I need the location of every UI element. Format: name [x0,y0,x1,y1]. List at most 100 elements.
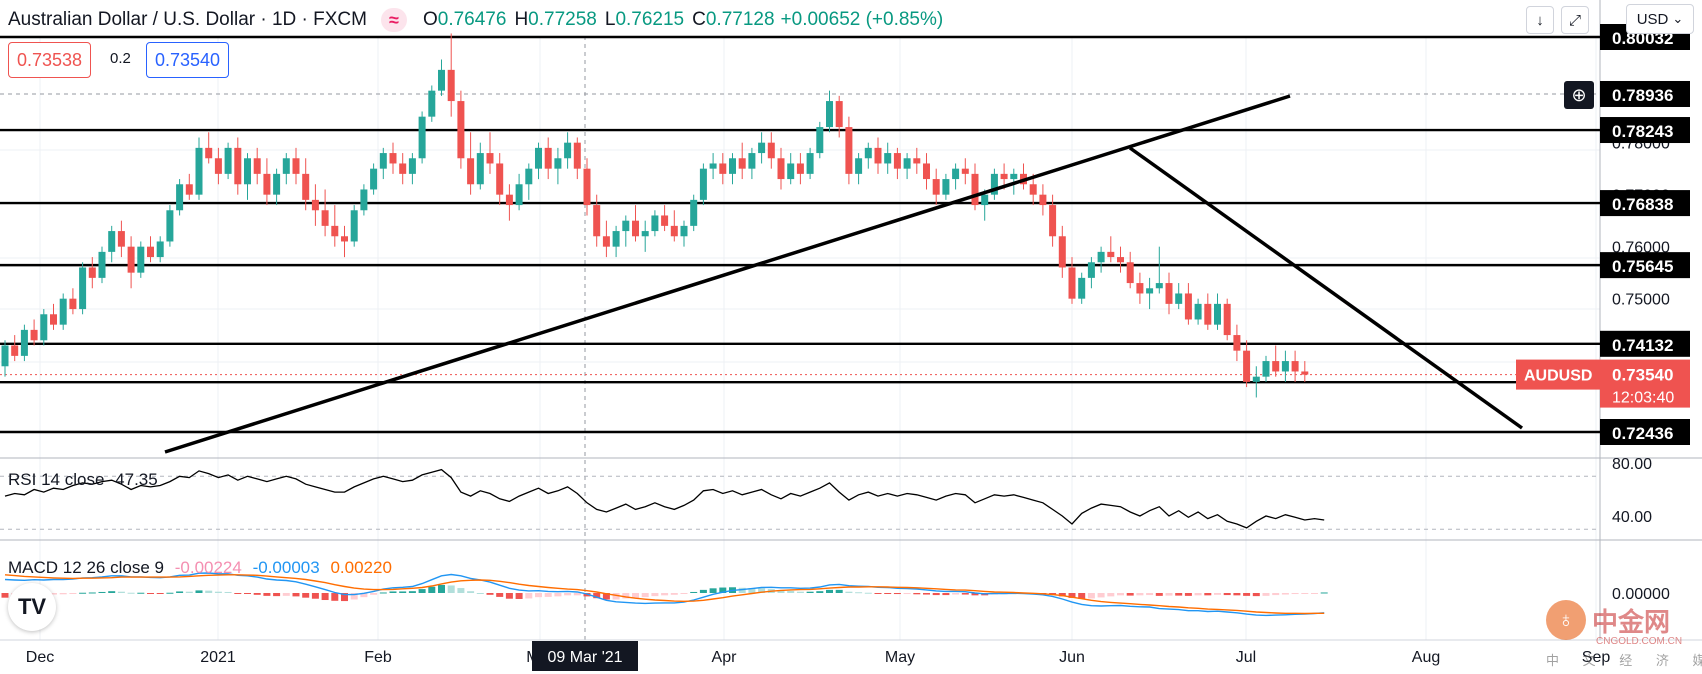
macd-histogram-bar [670,593,678,595]
macd-histogram-bar [447,585,455,593]
candle-bull [137,246,145,273]
candle-bear [961,168,969,174]
candle-bull [554,158,562,169]
candle-bull [748,153,756,169]
candle-bull [1252,376,1260,382]
high-value: 0.77258 [528,9,597,30]
candle-bear [311,199,319,211]
macd-histogram-bar [777,590,785,593]
candle-bear [185,184,193,195]
macd-histogram-bar [864,592,872,594]
spread-value: 0.2 [110,50,131,67]
macd-histogram-bar [641,593,649,598]
symbol-badge [1516,359,1600,390]
macd-histogram-bar [234,593,242,594]
candle-bear [1272,361,1280,372]
chevron-down-icon: ⌄ [1672,11,1684,26]
currency-label: USD [1636,10,1669,28]
macd-histogram-bar [1252,593,1260,597]
time-axis-label: May [885,649,915,666]
macd-source: close [110,558,150,577]
macd-histogram-bar [185,591,193,593]
macd-histogram-bar [554,593,562,597]
candle-bear [50,314,57,325]
macd-histogram-bar [1058,593,1066,597]
tradingview-logo-icon[interactable]: TV [8,583,56,631]
macd-histogram-bar [835,589,843,593]
macd-histogram-bar [476,593,484,594]
arrow-down-icon[interactable]: ↓ [1526,6,1554,34]
macd-histogram-bar [408,591,416,593]
candle-bear [302,173,310,200]
macd-histogram-bar [69,593,77,594]
macd-line [4,572,1325,617]
candle-bear [1107,251,1115,258]
macd-histogram-bar [311,593,319,599]
level-label-box [1600,80,1690,107]
candle-bear [923,163,930,180]
crosshair-date-box [532,641,638,671]
macd-histogram-bar [826,589,833,593]
candle-bear [1039,194,1047,206]
macd-histogram-bar [923,593,930,595]
symbol-title[interactable]: Australian Dollar / U.S. Dollar · 1D · F… [8,9,367,30]
candle-bull [709,163,717,169]
macd-histogram-bar [263,593,271,596]
currency-select[interactable]: USD ⌄ [1626,4,1694,34]
close-key: C [692,9,706,30]
macd-histogram-bar [680,593,688,594]
symbol-badge-label: AUDUSD [1524,368,1592,385]
macd-histogram-bar [651,593,659,597]
candle-bull [525,168,533,185]
horizontal-levels [0,35,1600,434]
macd-histogram-bar [244,593,251,594]
macd-histogram-bar [932,593,940,596]
candle-bull [438,69,445,91]
sell-button[interactable]: 0.73538 [8,42,92,78]
candle-bull [1175,293,1183,304]
time-axis-label: Jun [1059,649,1085,666]
macd-histogram-bar [1301,593,1309,594]
candle-bear [496,163,504,195]
macd-histogram-bar [224,591,232,593]
last-price-box [1600,359,1690,408]
candle-bull [1010,173,1018,180]
macd-histogram-bar [1155,593,1163,596]
candle-bear [1126,262,1134,284]
candle-bull [273,173,281,195]
open-value: 0.76476 [437,9,507,30]
macd-histogram-bar [214,591,222,593]
macd-histogram-bar [971,593,979,596]
plus-circle-icon[interactable]: ⊕ [1564,81,1594,109]
candle-bear [719,163,727,174]
rsi-axis-label: 80.00 [1612,456,1652,473]
macd-histogram-bar [758,588,766,593]
macd-legend[interactable]: MACD 12 26 close 9 -0.00224 -0.00003 0.0… [8,558,392,578]
candle-bull [864,147,872,159]
buy-button[interactable]: 0.73540 [146,42,230,78]
fullscreen-icon[interactable]: ⤢ [1561,6,1589,34]
candle-bear [845,127,853,174]
rsi-value: 47.35 [115,470,158,489]
candle-bear [1068,267,1076,299]
macd-histogram-bar [535,593,542,598]
macd-histogram-bar [108,591,116,593]
candle-bull [79,267,87,310]
candle-bear [971,173,979,206]
time-axis: Dec2021FebMarAprMayJunJulAugSep09 Mar '2… [0,639,1702,671]
candle-bear [292,158,300,174]
rsi-legend[interactable]: RSI 14 close 47.35 [8,470,158,490]
macd-histogram-bar [893,593,901,595]
candle-bull [535,147,542,169]
macd-histogram-bar [331,593,339,601]
macd-histogram-bar [1,593,9,598]
macd-histogram-bar [457,588,465,593]
candle-bear [573,142,581,169]
candle-bull [622,220,630,232]
candle-bull [20,329,28,356]
macd-histogram-bar [806,591,814,593]
candle-bear [205,147,213,159]
candle-bull [952,168,960,180]
macd-histogram-bar [88,592,96,594]
